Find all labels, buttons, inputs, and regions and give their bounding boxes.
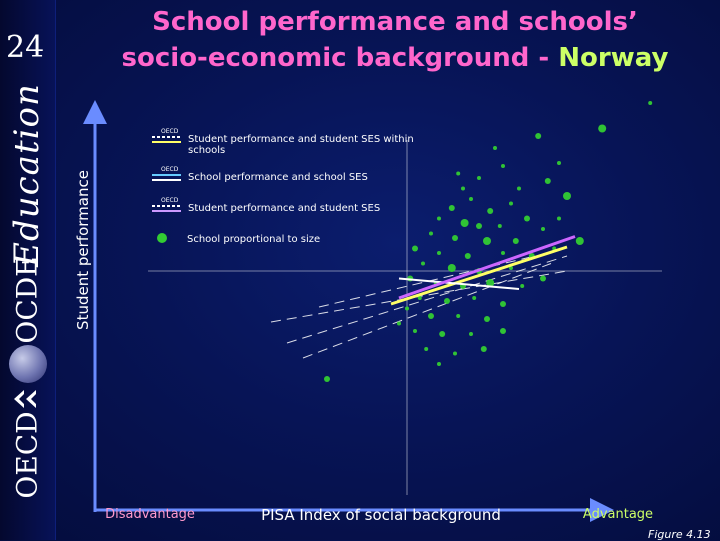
legend-label: School proportional to size	[187, 234, 320, 245]
legend-label: School performance and school SES	[188, 172, 368, 183]
legend-oecd-tag: OECD	[161, 128, 179, 135]
school-dot	[509, 201, 513, 206]
legend-oecd-tag: OECD	[161, 197, 179, 204]
school-dot	[439, 331, 446, 337]
school-dot	[477, 176, 481, 180]
school-dot	[480, 346, 487, 352]
school-dot	[544, 178, 551, 184]
slide-title: School performance and schools’ socio-ec…	[110, 4, 680, 76]
figure-label: Figure 4.13	[648, 528, 711, 541]
school-dot	[540, 275, 546, 282]
school-dot	[472, 296, 477, 300]
sidebar: 24 Education OCDE OECD	[0, 0, 56, 540]
title-main: School performance and schools’ socio-ec…	[121, 7, 638, 73]
school-dots	[324, 101, 653, 382]
school-dot	[461, 186, 465, 191]
school-dot	[501, 251, 505, 255]
regression-lines	[390, 235, 576, 306]
school-dot	[437, 251, 441, 255]
school-dot	[563, 192, 571, 200]
school-dot	[487, 208, 494, 214]
school-dot	[447, 264, 456, 272]
school-dot	[517, 186, 521, 191]
y-axis-title: Student performance	[74, 170, 92, 330]
axis-labels: Student performance PISA Index of social …	[74, 170, 653, 524]
legend-label: Student performance and student SES	[188, 203, 380, 214]
oecd-reference-line	[286, 255, 568, 344]
legend-dot-icon	[157, 233, 167, 243]
oecd-chevron-icon	[14, 390, 36, 408]
school-dot	[497, 224, 502, 228]
school-dot	[456, 171, 461, 176]
school-dot	[444, 298, 450, 304]
legend-oecd-tag: OECD	[161, 166, 179, 173]
school-dot	[483, 237, 491, 245]
school-dot	[501, 164, 505, 168]
school-dot	[448, 205, 455, 211]
school-dot	[324, 376, 330, 382]
x-axis-high-label: Advantage	[583, 507, 653, 522]
school-dot	[452, 235, 458, 241]
school-dot	[437, 216, 441, 221]
school-dot	[456, 314, 461, 318]
school-dot	[557, 216, 561, 221]
school-dot	[453, 351, 457, 356]
school-dot	[437, 362, 441, 366]
student-ses-line	[398, 235, 576, 300]
school-dot	[397, 321, 401, 326]
school-dot	[476, 223, 482, 229]
school-dot	[520, 284, 525, 288]
school-dot	[500, 328, 506, 334]
school-dot	[541, 227, 545, 231]
school-dot	[500, 301, 506, 307]
school-dot	[469, 332, 473, 336]
x-axis-low-label: Disadvantage	[105, 507, 195, 522]
school-dot	[429, 231, 433, 236]
slide-number: 24	[6, 30, 45, 65]
school-dot	[575, 237, 584, 245]
school-dot	[493, 146, 497, 150]
school-dot	[421, 261, 425, 266]
legend: OECD Student performance and student SES …	[152, 128, 414, 245]
school-dot	[598, 124, 607, 133]
school-dot	[424, 347, 429, 351]
school-dot	[417, 296, 422, 300]
school-dot	[412, 245, 418, 252]
oecd-globe-icon	[9, 345, 47, 383]
school-dot	[648, 101, 653, 105]
school-dot	[484, 316, 490, 322]
x-axis-title: PISA Index of social background	[261, 506, 501, 524]
school-dot	[486, 279, 495, 287]
school-ses-line	[398, 277, 520, 290]
school-dot	[460, 219, 469, 227]
school-dot	[405, 306, 409, 311]
legend-label: Student performance and student SES with…	[188, 134, 414, 156]
school-dot	[524, 215, 530, 222]
school-dot	[557, 161, 561, 165]
school-dot	[464, 253, 471, 259]
oecd-reference-line	[302, 263, 552, 359]
school-dot	[512, 238, 519, 244]
school-dot	[535, 133, 542, 139]
within-schools-line	[390, 245, 568, 306]
school-dot	[428, 313, 434, 319]
school-dot	[469, 197, 473, 201]
school-dot	[413, 329, 417, 333]
axes	[83, 100, 662, 522]
title-country: Norway	[558, 43, 669, 73]
